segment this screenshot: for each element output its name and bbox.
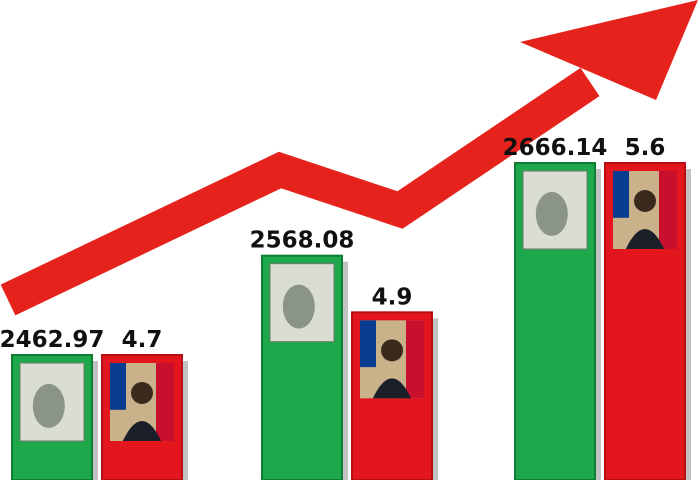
- portrait-suit: [372, 378, 412, 399]
- portrait-head: [131, 382, 153, 404]
- flag-red: [406, 320, 424, 399]
- portrait-head: [634, 190, 656, 212]
- banknote-picture: [19, 362, 85, 442]
- flag-blue: [110, 363, 126, 410]
- value-label: 5.6: [625, 135, 666, 161]
- value-label: 2462.97: [0, 327, 104, 353]
- banknote-portrait: [282, 284, 315, 329]
- banknote-portrait: [32, 383, 65, 428]
- trend-arrow: [0, 0, 698, 316]
- arrow-head: [520, 0, 698, 100]
- portrait-suit: [122, 421, 162, 441]
- flag-blue: [613, 171, 629, 218]
- banknote-portrait: [535, 191, 568, 236]
- portrait-suit: [625, 229, 665, 249]
- flag-red: [156, 363, 174, 441]
- portrait-head: [381, 339, 403, 362]
- value-label: 4.9: [372, 284, 413, 310]
- value-label: 2568.08: [250, 228, 355, 254]
- arrow-shaft: [0, 67, 600, 316]
- value-label: 2666.14: [503, 135, 608, 161]
- flag-red: [659, 171, 677, 249]
- value-label: 4.7: [122, 327, 163, 353]
- flag-blue: [360, 320, 376, 368]
